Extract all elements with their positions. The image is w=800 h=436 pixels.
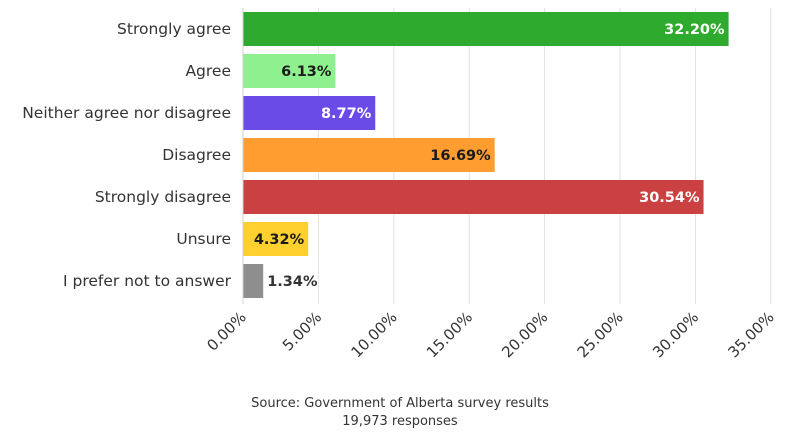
bar <box>243 54 336 88</box>
x-tick-label: 5.00% <box>279 308 325 354</box>
category-label: I prefer not to answer <box>63 272 232 290</box>
data-label: 16.69% <box>430 148 491 164</box>
data-label: 4.32% <box>254 232 305 248</box>
x-tick-label: 25.00% <box>574 308 627 361</box>
data-label: 30.54% <box>639 190 700 206</box>
bar <box>243 180 704 214</box>
bar <box>243 12 729 46</box>
data-label: 6.13% <box>281 64 332 80</box>
category-label: Agree <box>185 62 231 80</box>
bar <box>243 138 495 172</box>
x-tick-label: 15.00% <box>423 308 476 361</box>
data-label: 8.77% <box>321 106 372 122</box>
bar <box>243 264 264 298</box>
bar-chart: Strongly agree 32.20% Agree 6.13% Neither ag… <box>22 8 778 361</box>
response-count: 19,973 responses <box>342 414 458 429</box>
category-label: Strongly disagree <box>95 188 231 206</box>
category-label: Strongly agree <box>117 20 231 38</box>
category-label: Neither agree nor disagree <box>22 104 231 122</box>
data-label: 32.20% <box>664 22 725 38</box>
x-tick-label: 30.00% <box>649 308 702 361</box>
bar <box>243 96 376 130</box>
data-label: 1.34% <box>267 274 318 290</box>
category-label: Unsure <box>176 230 231 248</box>
source-note: Source: Government of Alberta survey res… <box>251 396 549 411</box>
x-tick-label: 10.00% <box>347 308 400 361</box>
x-tick-label: 35.00% <box>724 308 777 361</box>
x-tick-label: 20.00% <box>498 308 551 361</box>
bar <box>243 222 309 256</box>
category-label: Disagree <box>162 146 231 164</box>
x-tick-label: 0.00% <box>203 308 249 354</box>
